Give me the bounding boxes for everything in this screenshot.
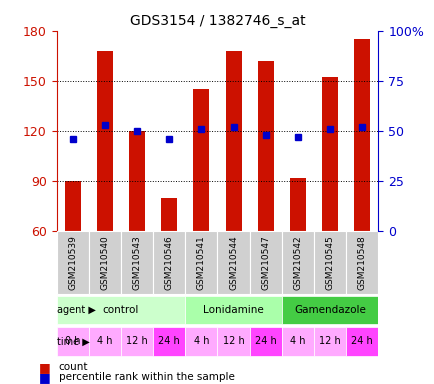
- Bar: [289, 178, 305, 231]
- Text: Gamendazole: Gamendazole: [293, 305, 365, 315]
- Bar: [121, 231, 153, 294]
- Text: 24 h: 24 h: [351, 336, 372, 346]
- Bar: [56, 327, 89, 356]
- Text: 12 h: 12 h: [222, 336, 244, 346]
- Text: GSM210539: GSM210539: [68, 235, 77, 290]
- Bar: [65, 181, 81, 231]
- Bar: [185, 296, 281, 324]
- Text: ■: ■: [39, 371, 51, 384]
- Text: GSM210542: GSM210542: [293, 235, 302, 290]
- Text: 24 h: 24 h: [158, 336, 180, 346]
- Bar: [249, 231, 281, 294]
- Text: GSM210540: GSM210540: [100, 235, 109, 290]
- Bar: [321, 78, 338, 231]
- Bar: [161, 198, 177, 231]
- Bar: [249, 327, 281, 356]
- Bar: [353, 39, 369, 231]
- Text: 12 h: 12 h: [319, 336, 340, 346]
- Bar: [225, 51, 241, 231]
- Bar: [281, 296, 378, 324]
- Bar: [56, 231, 89, 294]
- Text: GSM210548: GSM210548: [357, 235, 366, 290]
- Text: ■: ■: [39, 361, 51, 374]
- Text: 0 h: 0 h: [65, 336, 80, 346]
- Text: count: count: [59, 362, 88, 372]
- Bar: [345, 231, 378, 294]
- Text: GSM210546: GSM210546: [164, 235, 173, 290]
- Bar: [153, 231, 185, 294]
- Text: 4 h: 4 h: [97, 336, 112, 346]
- Bar: [313, 231, 345, 294]
- Text: GSM210543: GSM210543: [132, 235, 141, 290]
- Text: 12 h: 12 h: [126, 336, 148, 346]
- Text: percentile rank within the sample: percentile rank within the sample: [59, 372, 234, 382]
- Bar: [281, 231, 313, 294]
- Bar: [97, 51, 113, 231]
- Text: 4 h: 4 h: [193, 336, 209, 346]
- Bar: [89, 231, 121, 294]
- Bar: [153, 327, 185, 356]
- Text: time ▶: time ▶: [57, 336, 90, 346]
- Text: GSM210541: GSM210541: [197, 235, 205, 290]
- Text: agent ▶: agent ▶: [57, 305, 96, 315]
- Bar: [257, 61, 273, 231]
- Bar: [193, 89, 209, 231]
- Text: 24 h: 24 h: [254, 336, 276, 346]
- Text: GSM210547: GSM210547: [261, 235, 270, 290]
- Bar: [345, 327, 378, 356]
- Text: GSM210544: GSM210544: [229, 235, 237, 290]
- Bar: [121, 327, 153, 356]
- Text: GSM210545: GSM210545: [325, 235, 334, 290]
- Text: 4 h: 4 h: [289, 336, 305, 346]
- Bar: [313, 327, 345, 356]
- Text: control: control: [102, 305, 139, 315]
- Bar: [89, 327, 121, 356]
- Bar: [217, 327, 249, 356]
- Bar: [56, 296, 185, 324]
- Bar: [185, 327, 217, 356]
- Text: Lonidamine: Lonidamine: [203, 305, 263, 315]
- Title: GDS3154 / 1382746_s_at: GDS3154 / 1382746_s_at: [129, 14, 305, 28]
- Bar: [185, 231, 217, 294]
- Bar: [128, 131, 145, 231]
- Bar: [217, 231, 249, 294]
- Bar: [281, 327, 313, 356]
